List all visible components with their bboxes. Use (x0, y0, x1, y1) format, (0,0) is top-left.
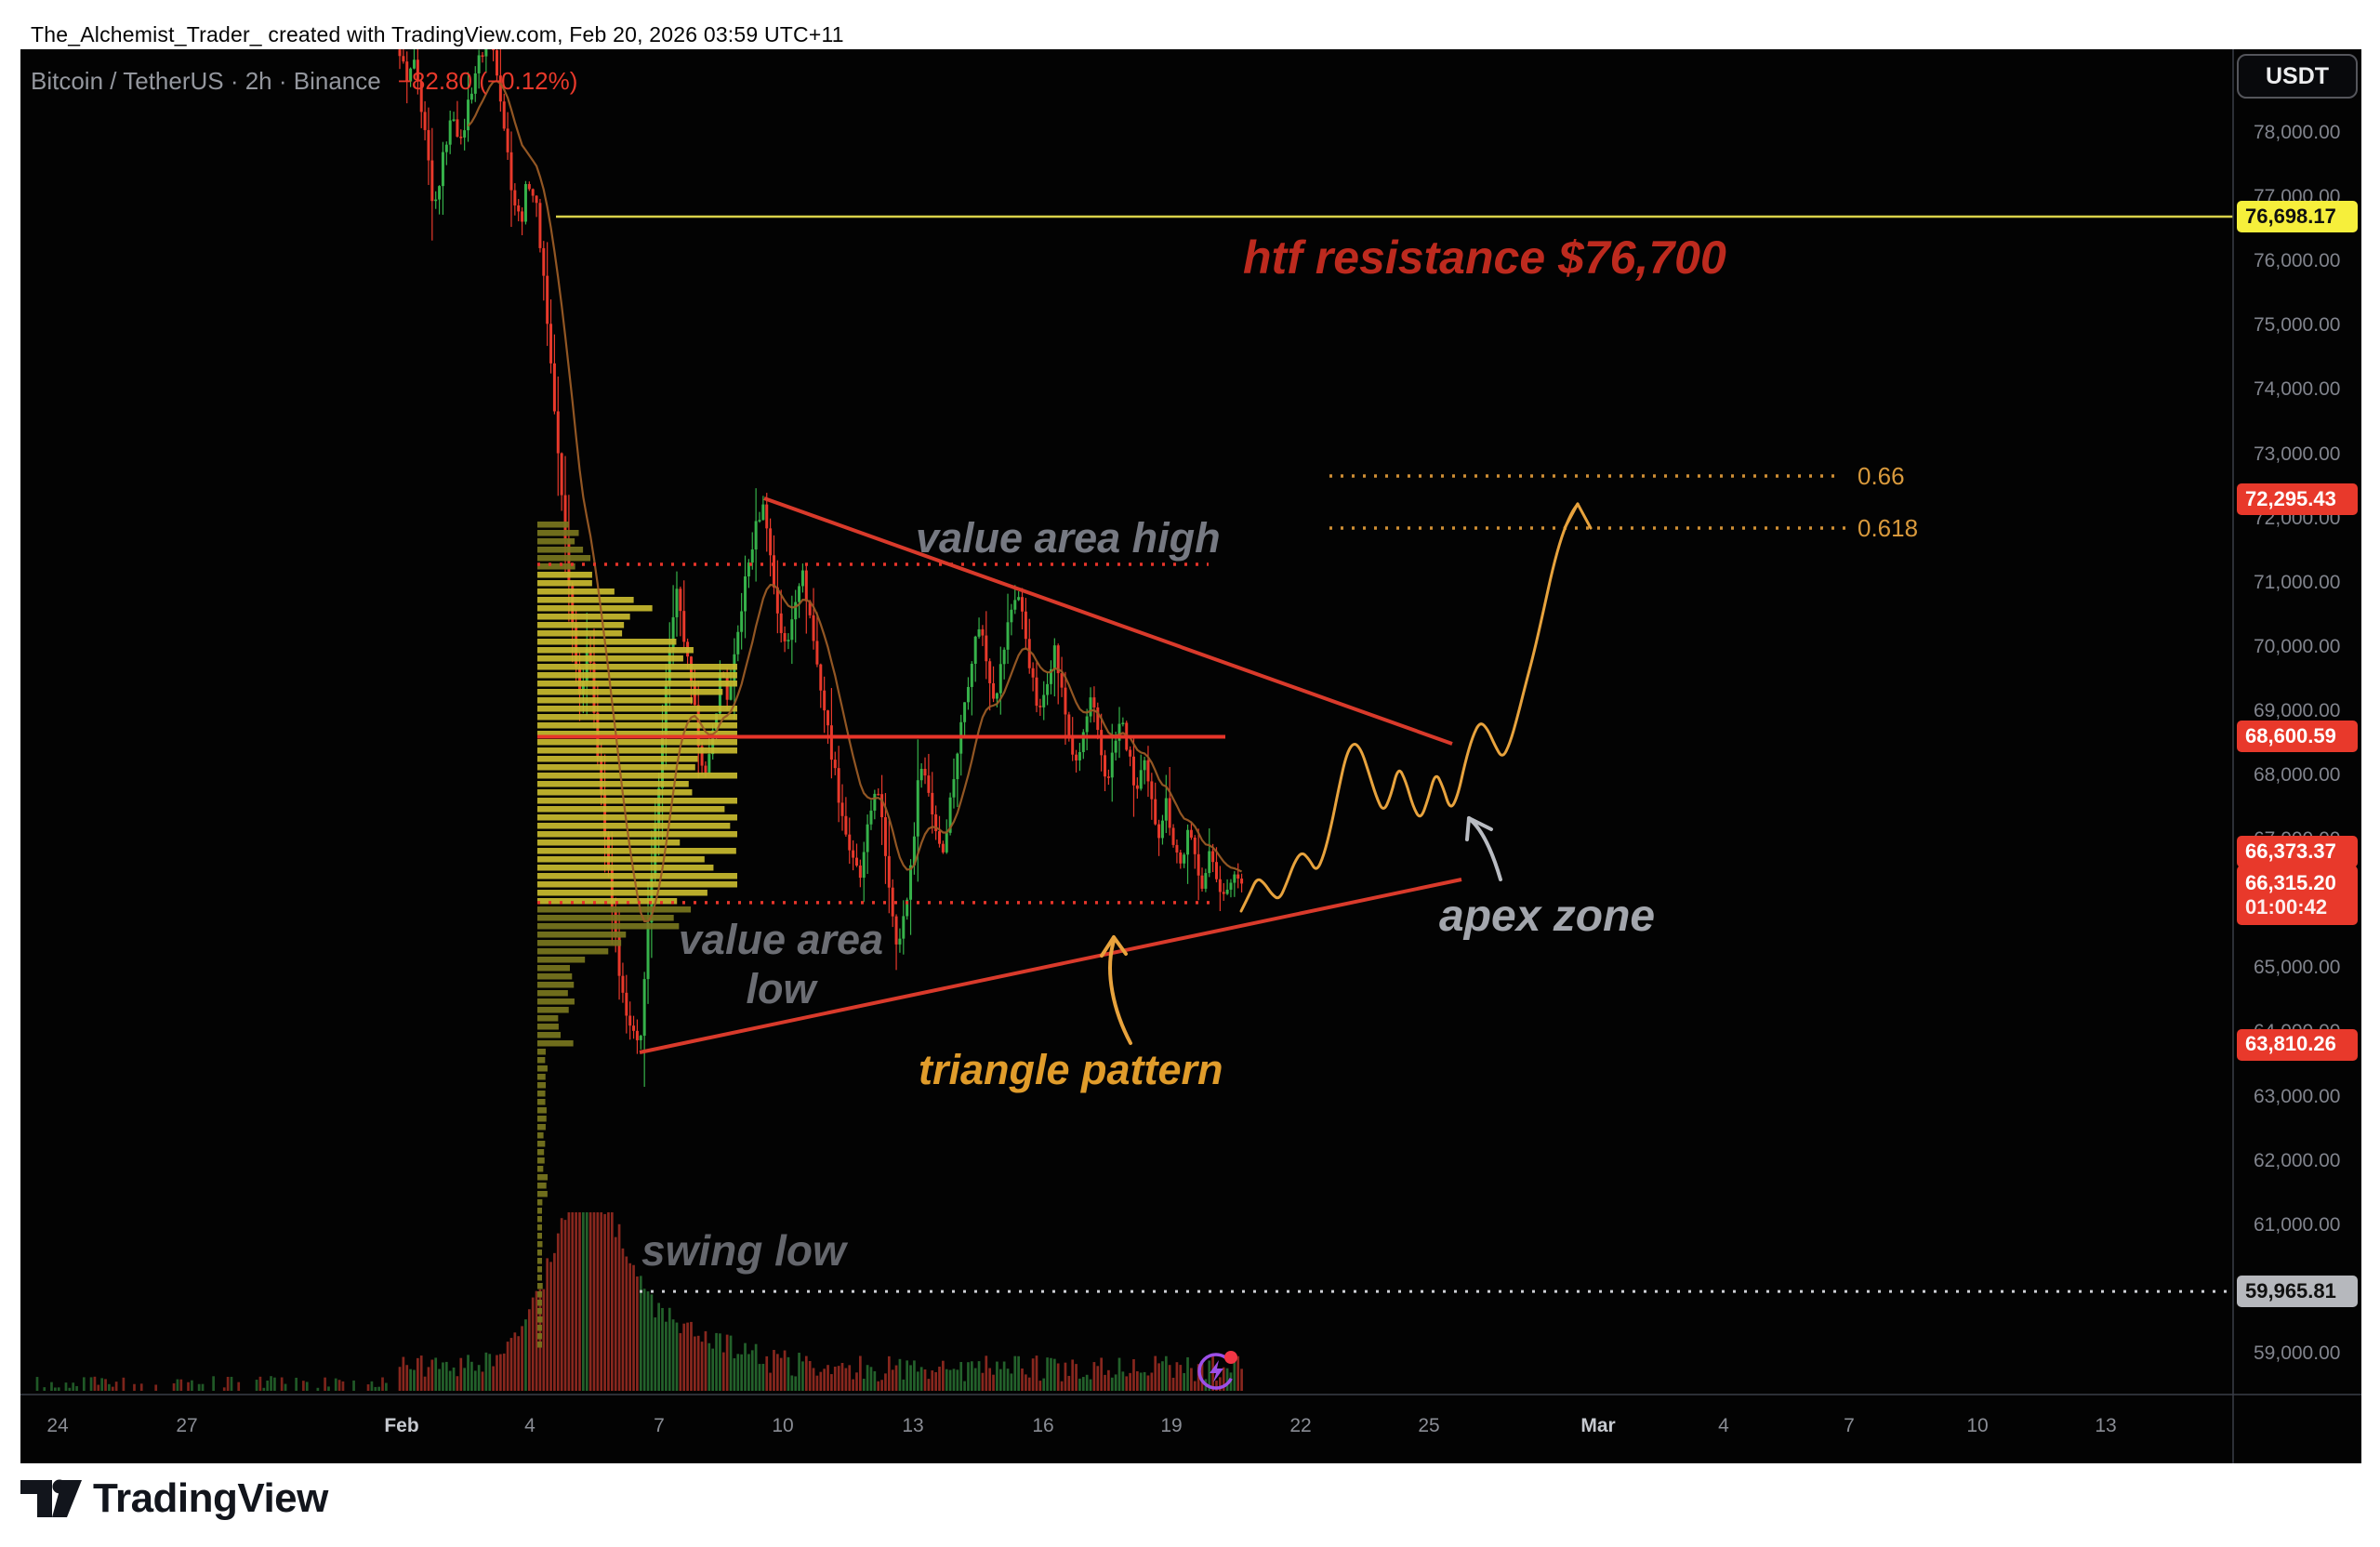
symbol-legend[interactable]: Bitcoin / TetherUS · 2h · Binance −82.80 … (31, 67, 577, 96)
price-axis-tick: 65,000.00 (2254, 957, 2341, 979)
value-area-high-label[interactable]: value area high (916, 514, 1221, 562)
time-axis-tick: 27 (176, 1415, 198, 1436)
price-change-text: −82.80 (−0.12%) (397, 67, 578, 95)
time-axis-tick: 7 (654, 1415, 665, 1436)
triangle-pattern-arrow[interactable] (1108, 939, 1132, 1045)
price-axis-tick: 68,000.00 (2254, 764, 2341, 786)
bar-countdown: 01:00:42 (2245, 895, 2328, 919)
time-axis-tick: 13 (2095, 1415, 2117, 1436)
time-axis-tick: 10 (1966, 1415, 1989, 1436)
currency-toggle-button[interactable]: USDT (2237, 54, 2358, 99)
price-axis-tick: 62,000.00 (2254, 1149, 2341, 1171)
fib-0618-label[interactable]: 0.618 (1858, 514, 1919, 542)
time-axis-tick: 10 (772, 1415, 794, 1436)
price-axis-tick: 69,000.00 (2254, 699, 2341, 721)
price-axis-tick: 71,000.00 (2254, 571, 2341, 593)
lightning-event-icon[interactable] (1196, 1348, 1240, 1393)
time-axis-tick: 13 (902, 1415, 924, 1436)
price-axis-tick: 63,000.00 (2254, 1085, 2341, 1107)
volume-profile (537, 522, 737, 1348)
chart-background[interactable] (20, 49, 2361, 1463)
price-axis-tick: 75,000.00 (2254, 314, 2341, 337)
apex-zone-arrow[interactable] (1469, 818, 1502, 881)
time-axis-tick: Mar (1580, 1415, 1616, 1436)
tradingview-logo-icon[interactable] (20, 1474, 82, 1523)
time-axis-tick: 7 (1844, 1415, 1855, 1436)
price-label-5996581: 59,965.81 (2237, 1276, 2358, 1308)
footer: TradingView (20, 1474, 328, 1523)
time-axis-tick: 4 (524, 1415, 536, 1436)
attribution-bar: The_Alchemist_Trader_ created with Tradi… (31, 22, 844, 46)
key-level-lines (537, 215, 2233, 1293)
time-axis-tick: 24 (46, 1415, 69, 1436)
triangle-ascending[interactable] (639, 878, 1462, 1054)
price-label-6860059: 68,600.59 (2237, 721, 2358, 753)
swing-low-label[interactable]: swing low (641, 1226, 846, 1275)
price-label-7229543: 72,295.43 (2237, 483, 2358, 516)
price-axis-tick: 59,000.00 (2254, 1342, 2341, 1364)
price-axis-tick: 70,000.00 (2254, 635, 2341, 657)
fib-066-label[interactable]: 0.66 (1858, 462, 1905, 490)
price-label-6381026: 63,810.26 (2237, 1028, 2358, 1061)
time-axis-tick: 16 (1032, 1415, 1054, 1436)
triangle-descending[interactable] (763, 496, 1453, 746)
time-axis-tick: 19 (1160, 1415, 1183, 1436)
time-axis-tick: 22 (1289, 1415, 1312, 1436)
time-axis-tick: 4 (1718, 1415, 1729, 1436)
volume-histogram (35, 1212, 1243, 1391)
apex-zone-label[interactable]: apex zone (1439, 892, 1656, 941)
symbol-title: Bitcoin / TetherUS · 2h · Binance (31, 67, 381, 95)
projection-wave[interactable] (1239, 502, 1580, 913)
price-axis-tick: 74,000.00 (2254, 378, 2341, 401)
price-label-7669817: 76,698.17 (2237, 200, 2358, 232)
price-axis-tick: 61,000.00 (2254, 1213, 2341, 1236)
tradingview-wordmark[interactable]: TradingView (93, 1475, 328, 1521)
price-axis-tick: 73,000.00 (2254, 443, 2341, 465)
time-axis-tick: Feb (384, 1415, 419, 1436)
drawings (639, 496, 1593, 1054)
price-label-6637337: 66,373.37 (2237, 836, 2358, 868)
triangle-pattern-label[interactable]: triangle pattern (919, 1046, 1223, 1093)
value-area-low-label[interactable]: value area low (678, 916, 884, 1013)
price-axis-tick: 78,000.00 (2254, 122, 2341, 143)
price-label-6631520: 66,315.20 01:00:42 (2237, 866, 2358, 926)
price-axis-tick: 76,000.00 (2254, 250, 2341, 272)
time-axis-tick: 25 (1418, 1415, 1440, 1436)
htf-resistance-label[interactable]: htf resistance $76,700 (1243, 231, 1726, 284)
